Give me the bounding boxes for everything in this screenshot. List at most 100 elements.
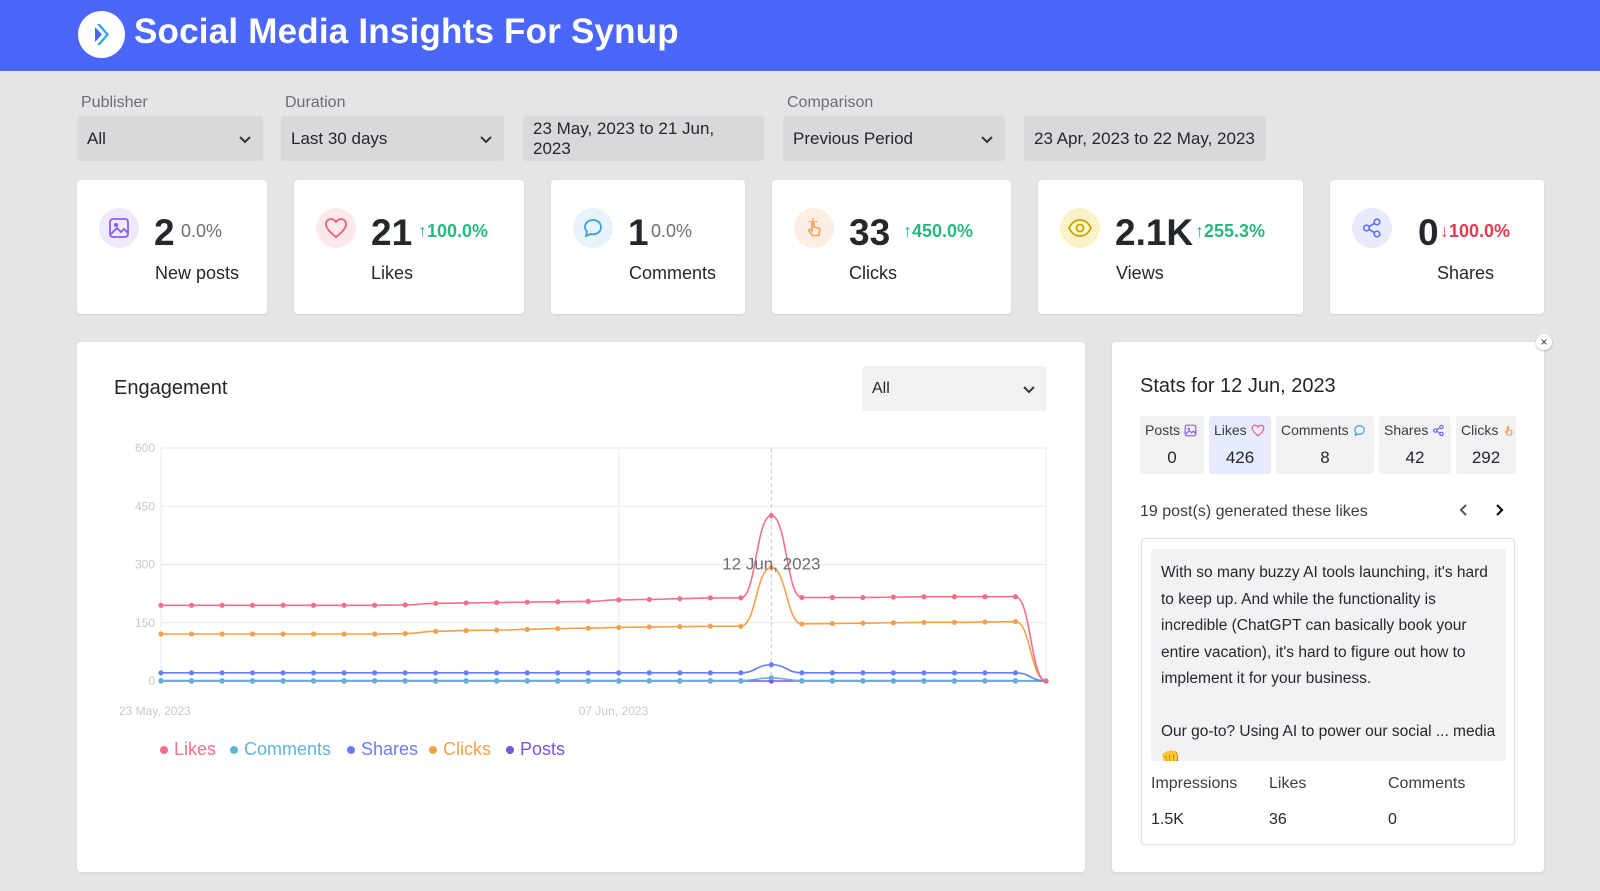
data-point-clicks bbox=[616, 624, 622, 631]
metric-value: 0 bbox=[1418, 212, 1439, 253]
y-tick-label: 600 bbox=[135, 441, 155, 455]
legend-item-posts[interactable]: Posts bbox=[506, 739, 565, 760]
comparison-value: Previous Period bbox=[793, 128, 914, 148]
chevron-left-icon bbox=[1459, 504, 1467, 516]
legend-label: Comments bbox=[244, 739, 332, 759]
legend-item-shares[interactable]: Shares bbox=[347, 739, 418, 760]
y-tick-label: 0 bbox=[148, 674, 155, 688]
stat-label: Posts bbox=[1145, 422, 1181, 438]
data-point-comments bbox=[433, 678, 439, 684]
metric-delta: 0.0% bbox=[181, 221, 223, 241]
next-post-button[interactable] bbox=[1490, 501, 1508, 519]
post-metric-label: Likes bbox=[1269, 775, 1307, 792]
metric-delta: ↑450.0% bbox=[903, 221, 973, 242]
engagement-filter-value: All bbox=[872, 379, 890, 397]
metric-card-new-posts[interactable]: 2 0.0% New posts bbox=[77, 180, 267, 314]
data-point-shares bbox=[341, 670, 347, 676]
data-point-shares bbox=[280, 670, 286, 676]
data-point-likes bbox=[585, 598, 591, 604]
data-point-clicks bbox=[799, 621, 805, 627]
data-point-comments bbox=[1012, 678, 1019, 684]
prev-post-button[interactable] bbox=[1455, 501, 1473, 519]
metric-delta-value: 100.0% bbox=[1449, 221, 1511, 241]
chevron-down-icon bbox=[480, 135, 492, 143]
duration-select[interactable]: Last 30 days bbox=[281, 116, 504, 161]
post-text: With so many buzzy AI tools launching, i… bbox=[1151, 549, 1506, 761]
data-point-shares bbox=[188, 670, 195, 676]
publisher-select[interactable]: All bbox=[77, 116, 263, 161]
legend-item-comments[interactable]: Comments bbox=[230, 739, 331, 760]
legend-item-likes[interactable]: Likes bbox=[160, 739, 216, 760]
close-icon[interactable]: × bbox=[1536, 334, 1552, 350]
metric-delta-value: 450.0% bbox=[912, 221, 974, 241]
data-point-clicks bbox=[280, 631, 286, 637]
metric-label: Likes bbox=[371, 263, 414, 283]
data-point-clicks bbox=[951, 619, 958, 625]
data-point-comments bbox=[310, 678, 317, 684]
data-point-clicks bbox=[494, 627, 500, 633]
stat-label-row: Shares bbox=[1384, 422, 1445, 438]
engagement-title: Engagement bbox=[114, 377, 228, 399]
data-point-shares bbox=[463, 670, 469, 676]
legend-label: Posts bbox=[520, 739, 566, 759]
data-point-shares bbox=[860, 670, 866, 676]
stat-cell-comments[interactable]: Comments 8 bbox=[1276, 416, 1374, 474]
metric-label: Clicks bbox=[849, 263, 897, 283]
data-point-shares bbox=[433, 670, 439, 676]
stat-label: Shares bbox=[1384, 422, 1429, 438]
engagement-filter-select[interactable]: All bbox=[862, 366, 1047, 411]
data-point-shares bbox=[555, 670, 561, 676]
data-point-clicks bbox=[738, 623, 744, 629]
data-point-clicks bbox=[585, 625, 591, 631]
data-point-comments bbox=[188, 678, 195, 684]
stat-value: 42 bbox=[1405, 448, 1425, 467]
data-point-comments bbox=[890, 678, 897, 684]
data-point-likes bbox=[829, 594, 835, 601]
metric-value: 21 bbox=[371, 212, 413, 253]
data-point-shares bbox=[768, 662, 774, 668]
data-point-likes bbox=[555, 599, 561, 605]
data-point-shares bbox=[494, 670, 500, 676]
metric-card-clicks[interactable]: 33 ↑450.0% Clicks bbox=[772, 180, 1011, 314]
hover-date-label: 12 Jun, 2023 bbox=[722, 555, 820, 574]
duration-value: Last 30 days bbox=[291, 128, 388, 148]
metric-value: 33 bbox=[849, 212, 891, 253]
synup-logo-icon[interactable] bbox=[78, 11, 125, 58]
data-point-clicks bbox=[524, 626, 530, 632]
data-point-likes bbox=[494, 599, 500, 606]
data-point-likes bbox=[249, 602, 256, 608]
metric-card-likes[interactable]: 21 ↑100.0% Likes bbox=[294, 180, 524, 314]
legend-item-clicks[interactable]: Clicks bbox=[429, 739, 491, 760]
pointer-icon bbox=[794, 208, 834, 248]
comparison-select[interactable]: Previous Period bbox=[783, 116, 1005, 161]
stat-cell-clicks[interactable]: Clicks 292 bbox=[1456, 416, 1516, 474]
stat-label-row: Clicks bbox=[1461, 422, 1515, 438]
comparison-range[interactable]: 23 Apr, 2023 to 22 May, 2023 bbox=[1024, 116, 1266, 161]
app-title: Social Media Insights For Synup bbox=[134, 12, 679, 51]
stat-cell-shares[interactable]: Shares 42 bbox=[1379, 416, 1451, 474]
data-point-likes bbox=[951, 594, 958, 600]
stat-cell-posts[interactable]: Posts 0 bbox=[1140, 416, 1204, 474]
data-point-shares bbox=[402, 670, 408, 676]
post-card[interactable]: With so many buzzy AI tools launching, i… bbox=[1141, 538, 1515, 845]
data-point-comments bbox=[463, 678, 469, 684]
arrow-up-icon: ↑ bbox=[418, 221, 427, 241]
data-point-shares bbox=[829, 670, 835, 676]
data-point-likes bbox=[524, 599, 530, 605]
data-point-clicks bbox=[860, 620, 866, 626]
metric-card-shares[interactable]: 0 ↓100.0% Shares bbox=[1330, 180, 1544, 314]
metric-card-views[interactable]: 2.1K ↑255.3% Views bbox=[1038, 180, 1303, 314]
data-point-comments bbox=[860, 678, 866, 684]
data-point-likes bbox=[982, 594, 988, 600]
data-point-clicks bbox=[219, 631, 225, 637]
stat-cell-likes[interactable]: Likes 426 bbox=[1209, 416, 1271, 474]
metric-label: Shares bbox=[1437, 263, 1495, 283]
data-point-likes bbox=[219, 602, 225, 608]
metric-card-comments[interactable]: 1 0.0% Comments bbox=[551, 180, 745, 314]
duration-range[interactable]: 23 May, 2023 to 21 Jun, 2023 bbox=[523, 116, 764, 161]
data-point-clicks bbox=[1012, 618, 1019, 625]
share-icon bbox=[1433, 424, 1445, 436]
data-point-comments bbox=[829, 678, 835, 684]
eye-icon bbox=[1060, 208, 1100, 248]
